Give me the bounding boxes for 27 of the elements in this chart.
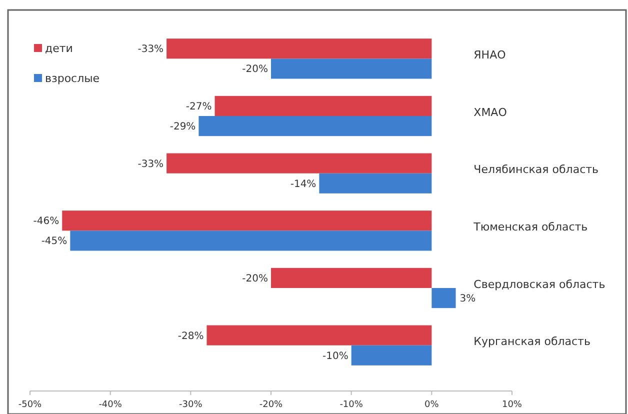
data-label: -20% — [242, 64, 268, 76]
data-label: -20% — [242, 273, 268, 284]
y-tick-label: Свердловская область — [474, 278, 606, 291]
legend-label: дети — [45, 42, 73, 55]
x-tick-label: 0% — [424, 400, 440, 410]
data-label: -14% — [290, 178, 316, 190]
data-label: -28% — [178, 330, 204, 342]
legend-label: взрослые — [45, 72, 100, 85]
y-tick-label: ХМАО — [474, 106, 508, 119]
y-tick-label: Курганская область — [474, 335, 590, 348]
x-tick-label: -20% — [259, 400, 284, 410]
data-label: -33% — [138, 158, 164, 170]
data-label: -33% — [138, 44, 164, 56]
x-tick-label: -40% — [98, 400, 122, 410]
data-label: -27% — [186, 101, 212, 112]
data-label: -46% — [33, 216, 60, 228]
y-tick-label: Челябинская область — [474, 163, 599, 176]
data-label: 3% — [460, 294, 476, 305]
y-tick-label: Тюменская область — [472, 220, 588, 234]
x-tick-label: -30% — [179, 400, 203, 410]
data-label: -29% — [170, 122, 196, 133]
data-label: -10% — [322, 350, 348, 362]
x-tick-label: -50% — [18, 400, 42, 410]
x-tick-label: 10% — [502, 400, 522, 410]
y-tick-label: ЯНАО — [474, 48, 506, 62]
x-tick-label: -10% — [340, 400, 364, 410]
data-label: -45% — [41, 236, 68, 248]
